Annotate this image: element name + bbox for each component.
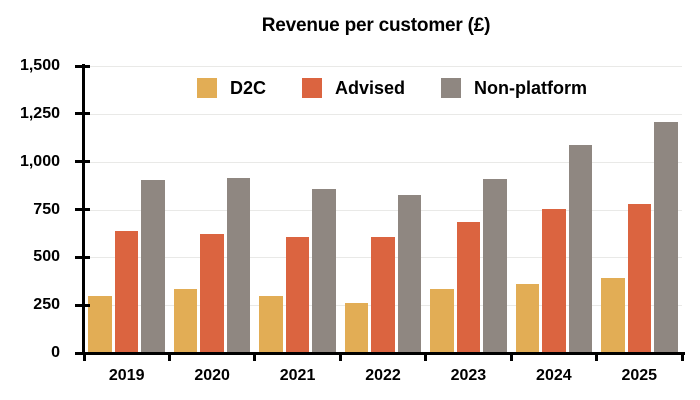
x-tick-0: [82, 352, 86, 361]
legend-swatch-d2c: [197, 78, 217, 98]
x-axis-label-2020: 2020: [194, 367, 230, 384]
y-tick-label-1,250: 1,250: [19, 104, 60, 122]
legend-swatch-non-platform: [441, 78, 462, 98]
y-tick-label-750: 750: [33, 200, 60, 218]
bar-advised-2020: [200, 234, 224, 353]
bar-group-2024: [511, 66, 596, 353]
x-tick-4: [424, 352, 428, 361]
bar-group-2020: [169, 66, 254, 353]
bar-group-2021: [255, 66, 340, 353]
x-axis-label-2021: 2021: [279, 367, 316, 384]
x-tick-5: [509, 352, 513, 361]
x-tick-7: [680, 352, 684, 361]
gridline-1250: [84, 113, 682, 115]
x-axis-line: [82, 352, 685, 355]
y-tick-label-250: 250: [33, 296, 60, 314]
bar-advised-2024: [542, 208, 566, 353]
bar-advised-2021: [285, 237, 310, 353]
legend-entry-d2c: D2C: [197, 78, 266, 98]
bar-d2c-2024: [515, 284, 540, 353]
y-tick-750: [75, 208, 90, 211]
y-tick-1,000: [75, 160, 90, 164]
x-tick-6: [595, 352, 599, 361]
x-tick-2: [253, 352, 257, 361]
legend: D2C Advised Non-platform: [197, 78, 587, 98]
bar-non-platform-2019: [141, 179, 165, 353]
bar-non-platform-2025: [654, 122, 678, 353]
legend-swatch-advised: [302, 78, 323, 98]
legend-label-non-platform: Non-platform: [474, 78, 588, 98]
bar-d2c-2023: [430, 288, 454, 353]
bar-non-platform-2021: [312, 189, 336, 353]
bar-advised-2025: [627, 203, 652, 353]
chart-title: Revenue per customer (£): [261, 15, 491, 36]
legend-label-d2c: D2C: [230, 78, 267, 98]
bar-d2c-2020: [173, 288, 198, 353]
bar-non-platform-2022: [397, 195, 422, 353]
gridline-1000: [84, 161, 682, 163]
bar-advised-2022: [371, 237, 395, 353]
y-tick-500: [75, 255, 90, 259]
bar-group-2025: [597, 66, 682, 353]
bar-group-2019: [84, 66, 169, 353]
legend-entry-advised: Advised: [302, 78, 405, 98]
plot-area: [84, 66, 682, 353]
x-axis-label-2024: 2024: [536, 367, 572, 384]
gridline-750: [84, 209, 682, 211]
bar-d2c-2025: [601, 278, 625, 353]
bar-non-platform-2023: [483, 178, 507, 353]
x-axis-label-2022: 2022: [365, 367, 401, 384]
bar-advised-2023: [456, 221, 481, 353]
bar-advised-2019: [114, 230, 139, 353]
x-axis-label-2019: 2019: [108, 367, 145, 384]
y-tick-label-1,500: 1,500: [19, 57, 60, 74]
x-tick-3: [338, 352, 342, 361]
y-tick-1,500: [75, 64, 90, 68]
y-tick-250: [75, 303, 90, 307]
legend-label-advised: Advised: [335, 78, 406, 98]
y-tick-label-0: 0: [51, 344, 60, 361]
y-tick-label-1,000: 1,000: [19, 152, 60, 170]
bar-d2c-2021: [259, 295, 283, 353]
bar-non-platform-2020: [226, 177, 251, 353]
bar-d2c-2022: [344, 303, 369, 353]
bar-group-2022: [340, 66, 425, 353]
x-axis-label-2023: 2023: [450, 367, 487, 384]
bar-group-2023: [426, 66, 511, 353]
x-axis-label-2025: 2025: [621, 367, 658, 384]
bar-non-platform-2024: [568, 145, 593, 353]
x-tick-1: [167, 352, 171, 361]
legend-entry-non-platform: Non-platform: [441, 78, 587, 98]
y-tick-label-500: 500: [33, 248, 60, 266]
y-tick-1,250: [75, 112, 90, 116]
gridline-1500: [84, 66, 682, 67]
bar-d2c-2019: [88, 295, 112, 353]
